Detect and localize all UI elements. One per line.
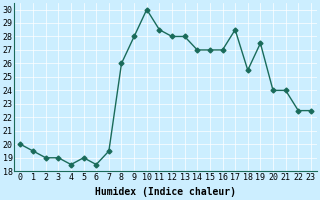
X-axis label: Humidex (Indice chaleur): Humidex (Indice chaleur) [95, 187, 236, 197]
